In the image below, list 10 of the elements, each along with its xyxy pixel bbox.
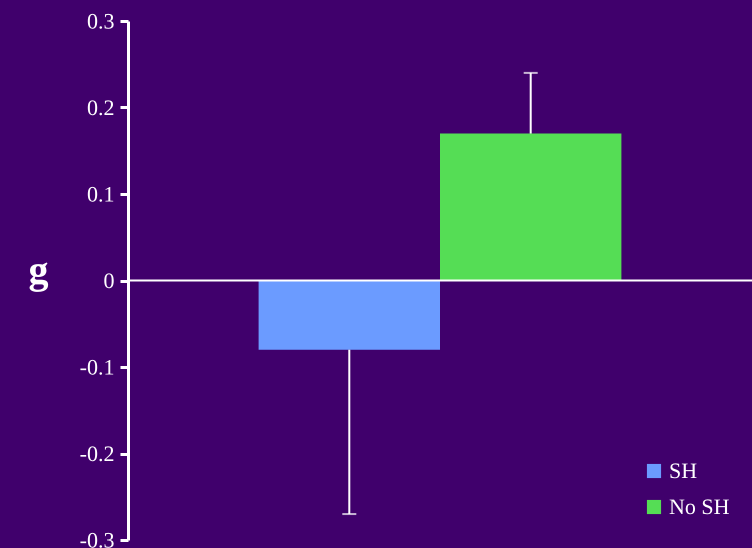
y-axis-title: g — [28, 247, 48, 292]
y-tick-label: -0.3 — [80, 528, 114, 548]
y-tick-label: 0 — [104, 268, 114, 293]
y-tick-label: 0.1 — [87, 182, 114, 206]
y-tick-label: -0.1 — [80, 354, 114, 380]
y-tick-label: 0.2 — [87, 95, 114, 120]
legend-label: SH — [669, 458, 698, 483]
y-tick-label: 0.3 — [87, 8, 114, 34]
legend-label: No SH — [669, 494, 730, 519]
y-tick-label: -0.2 — [80, 441, 114, 466]
